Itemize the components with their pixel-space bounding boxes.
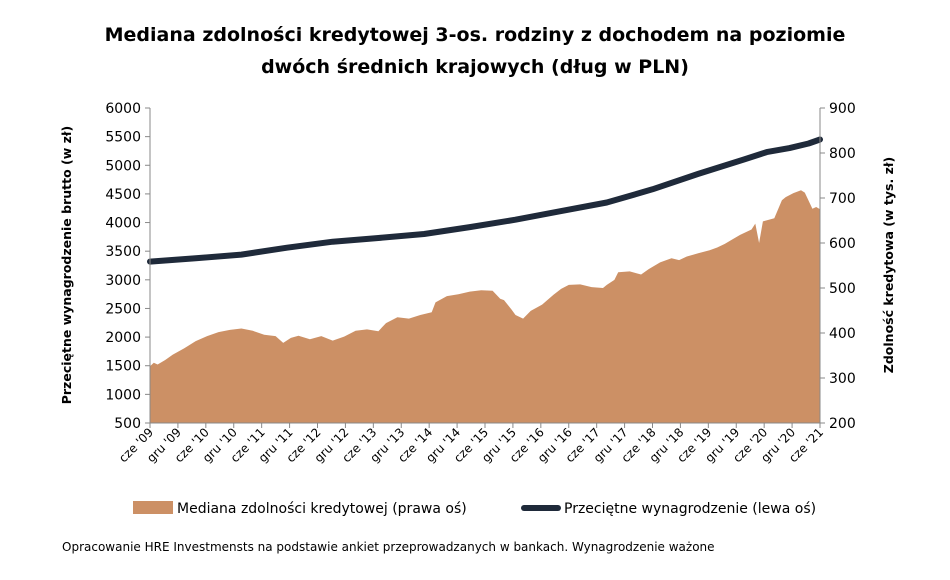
y-right-tick-label: 600: [829, 236, 856, 252]
y-right-tick-label: 900: [829, 101, 856, 117]
y-left-tick-label: 3000: [105, 273, 141, 289]
y-left-tick-label: 2000: [105, 330, 141, 346]
line-layer: [147, 136, 823, 265]
y-right-tick-label: 200: [829, 416, 856, 432]
y-left-tick-label: 5000: [105, 158, 141, 174]
y-right-tick-label: 700: [829, 191, 856, 207]
y-axis-left-title: Przeciętne wynagrodzenie brutto (w zł): [59, 126, 74, 405]
y-left-tick-label: 1000: [105, 387, 141, 403]
footnote: Opracowanie HRE Investmensts na podstawi…: [62, 540, 715, 554]
y-left-tick-label: 3500: [105, 244, 141, 260]
chart-title-line-1: Mediana zdolności kredytowej 3-os. rodzi…: [104, 24, 846, 46]
legend-line-label: Przeciętne wynagrodzenie (lewa oś): [564, 501, 816, 517]
area-layer: [150, 190, 820, 423]
line-series-salary: [147, 136, 823, 265]
legend-area-label: Mediana zdolności kredytowej (prawa oś): [177, 501, 467, 517]
y-left-tick-label: 5500: [105, 130, 141, 146]
legend-area-swatch: [133, 501, 173, 514]
legend: Mediana zdolności kredytowej (prawa oś) …: [133, 501, 816, 517]
y-right-tick-label: 300: [829, 371, 856, 387]
area-series-capacity: [150, 190, 820, 423]
y-left-tick-label: 6000: [105, 101, 141, 117]
legend-line-swatch: [521, 505, 561, 511]
y-left-tick-label: 4500: [105, 187, 141, 203]
y-left-tick-label: 4000: [105, 216, 141, 232]
y-right-tick-label: 500: [829, 281, 856, 297]
y-left-tick-label: 2500: [105, 301, 141, 317]
chart-title-line-2: dwóch średnich krajowych (dług w PLN): [261, 56, 689, 78]
y-right-tick-label: 800: [829, 146, 856, 162]
y-axis-right-title: Zdolność kredytowa (w tys. zł): [881, 157, 896, 373]
y-left-tick-label: 1500: [105, 359, 141, 375]
y-right-tick-label: 400: [829, 326, 856, 342]
y-left-tick-label: 500: [114, 416, 141, 432]
